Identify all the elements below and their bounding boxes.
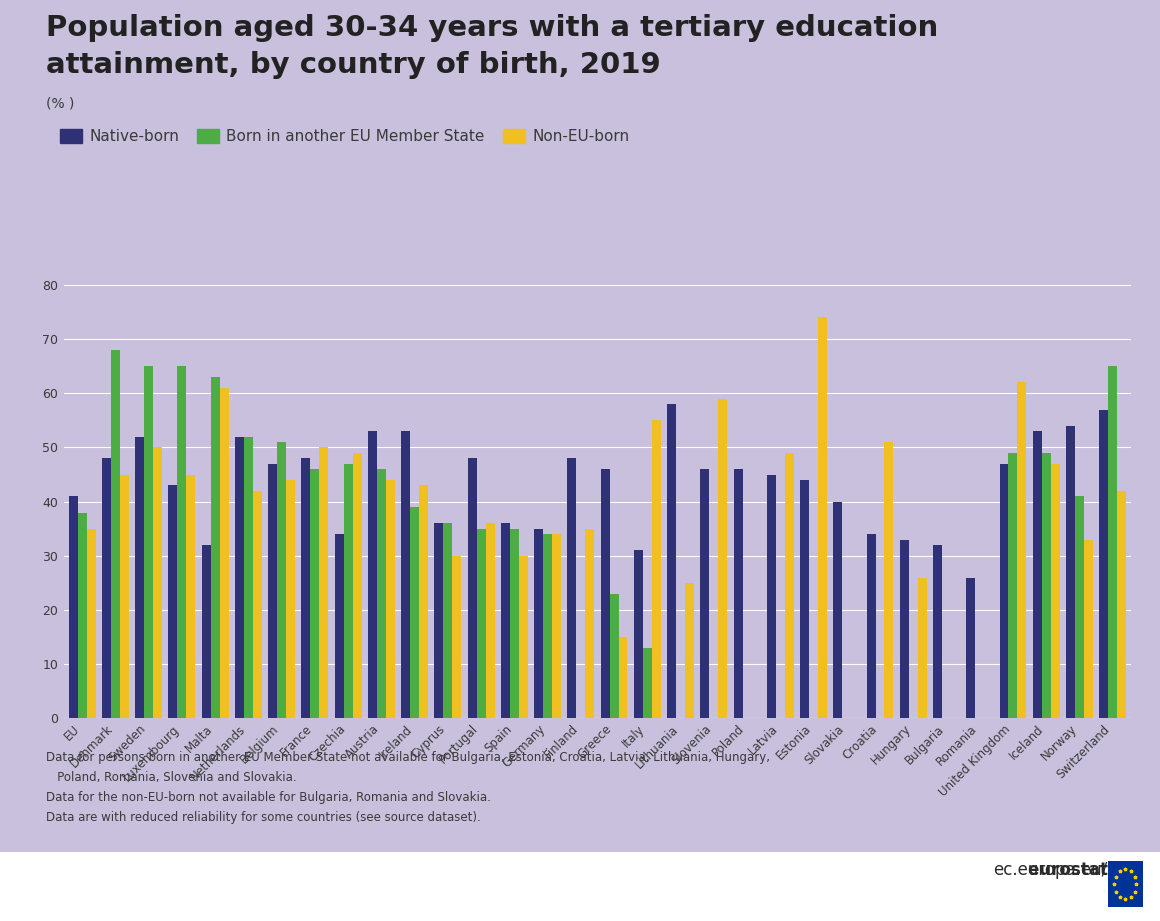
Bar (202, 545, 211, 718)
Text: Data for persons born in another EU Member State not available for Bulgaria, Est: Data for persons born in another EU Memb… (46, 751, 770, 764)
Bar (409, 507, 419, 718)
Text: (% ): (% ) (46, 97, 74, 111)
Bar (119, 474, 129, 718)
Text: Population aged 30-34 years with a tertiary education: Population aged 30-34 years with a terti… (46, 14, 938, 41)
Bar (818, 318, 827, 718)
Bar (1051, 464, 1060, 718)
Bar (733, 469, 742, 718)
Bar (1117, 491, 1126, 718)
Bar (168, 485, 177, 718)
Bar (419, 485, 428, 718)
Bar (434, 523, 443, 718)
Bar (386, 480, 394, 718)
Bar (68, 496, 78, 718)
Bar (486, 523, 494, 718)
Bar (253, 491, 262, 718)
Bar (443, 523, 452, 718)
Bar (111, 350, 119, 718)
Bar (187, 474, 195, 718)
Bar (601, 469, 609, 718)
Bar (933, 545, 942, 718)
Bar (1032, 431, 1042, 718)
Bar (543, 534, 552, 718)
Bar (467, 459, 477, 718)
Bar (966, 577, 976, 718)
Bar (552, 534, 561, 718)
Bar (401, 431, 409, 718)
Bar (353, 453, 362, 718)
Bar (1000, 464, 1008, 718)
Bar (618, 637, 628, 718)
Bar (477, 529, 486, 718)
Bar (701, 469, 709, 718)
Bar (1108, 367, 1117, 718)
Bar (311, 469, 319, 718)
Bar (900, 540, 908, 718)
Bar (302, 459, 311, 718)
Bar (78, 512, 87, 718)
Text: Data for the non-EU-born not available for Bulgaria, Romania and Slovakia.: Data for the non-EU-born not available f… (46, 791, 492, 804)
Bar (652, 420, 661, 718)
Bar (1083, 540, 1093, 718)
Bar (377, 469, 386, 718)
Bar (643, 648, 652, 718)
Bar (177, 367, 187, 718)
Bar (534, 529, 543, 718)
Bar (686, 583, 694, 718)
Bar (1100, 410, 1108, 718)
Bar (718, 399, 727, 718)
Bar (153, 448, 162, 718)
Bar (609, 594, 618, 718)
Bar (144, 367, 153, 718)
Bar (833, 502, 842, 718)
Bar (586, 529, 594, 718)
Bar (268, 464, 277, 718)
Bar (334, 534, 343, 718)
Bar (501, 523, 509, 718)
Text: Data are with reduced reliability for some countries (see source dataset).: Data are with reduced reliability for so… (46, 811, 481, 824)
Bar (87, 529, 95, 718)
Bar (1066, 426, 1075, 718)
Bar (1017, 382, 1027, 718)
Bar (234, 437, 244, 718)
Text: attainment, by country of birth, 2019: attainment, by country of birth, 2019 (46, 51, 661, 78)
Bar (667, 404, 676, 718)
Bar (287, 480, 295, 718)
Bar (509, 529, 519, 718)
Bar (633, 551, 643, 718)
Bar (918, 577, 927, 718)
Bar (567, 459, 577, 718)
Text: Poland, Romania, Slovenia and Slovakia.: Poland, Romania, Slovenia and Slovakia. (46, 771, 297, 784)
Bar (211, 377, 219, 718)
Bar (135, 437, 144, 718)
Bar (800, 480, 809, 718)
Text: ec.europa.eu/: ec.europa.eu/ (994, 861, 1108, 880)
Bar (867, 534, 876, 718)
Bar (343, 464, 353, 718)
Bar (884, 442, 893, 718)
Bar (219, 388, 229, 718)
Bar (785, 453, 793, 718)
Bar (102, 459, 111, 718)
Bar (452, 556, 462, 718)
Bar (277, 442, 287, 718)
Bar (519, 556, 528, 718)
Bar (368, 431, 377, 718)
Bar (1008, 453, 1017, 718)
Bar (1042, 453, 1051, 718)
Bar (1075, 496, 1083, 718)
Text: eurostat: eurostat (981, 861, 1108, 880)
Bar (244, 437, 253, 718)
Bar (767, 474, 776, 718)
Bar (319, 448, 328, 718)
Legend: Native-born, Born in another EU Member State, Non-EU-born: Native-born, Born in another EU Member S… (55, 122, 636, 150)
